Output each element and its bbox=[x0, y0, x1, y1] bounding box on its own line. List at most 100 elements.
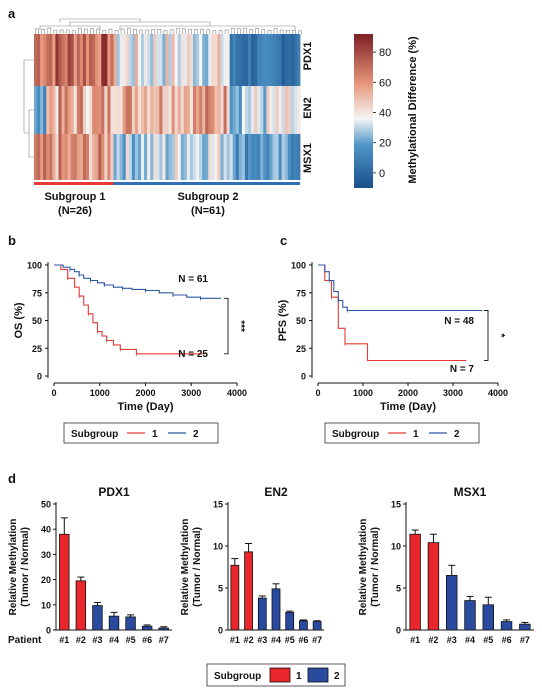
en2-y-tick-label: 10 bbox=[213, 542, 223, 552]
heatmap-cell bbox=[37, 134, 41, 180]
heatmap-cell bbox=[296, 34, 301, 86]
heatmap-cell bbox=[284, 134, 289, 180]
heatmap-cell bbox=[52, 34, 56, 86]
bar-legend-title: Subgroup bbox=[214, 671, 261, 682]
heatmap-cell bbox=[110, 134, 114, 180]
pfs-x-tick-label: 1000 bbox=[353, 388, 373, 398]
heatmap-cell bbox=[217, 34, 221, 86]
msx1-y-tick-label: 10 bbox=[391, 542, 401, 552]
os-significance-bracket bbox=[224, 297, 229, 355]
heatmap-cell bbox=[82, 34, 87, 86]
heatmap-cell bbox=[141, 34, 145, 86]
heatmap-cell bbox=[287, 86, 292, 134]
heatmap-cell bbox=[34, 34, 38, 86]
pfs-x-tick-label: 2000 bbox=[398, 388, 418, 398]
heatmap-cell bbox=[79, 34, 84, 86]
heatmap-cell bbox=[125, 134, 130, 180]
bar-legend-swatch-1 bbox=[269, 667, 291, 683]
heatmap-cell bbox=[183, 34, 188, 86]
heatmap-cell bbox=[37, 34, 41, 86]
heatmap-cell bbox=[70, 34, 75, 86]
heatmap-cell bbox=[67, 34, 72, 86]
heatmap-cell bbox=[293, 134, 298, 180]
msx1-bar-4 bbox=[464, 600, 476, 631]
heatmap-cell bbox=[73, 86, 78, 134]
heatmap-cell bbox=[248, 86, 252, 134]
heatmap-cell bbox=[254, 34, 258, 86]
heatmap-cell bbox=[134, 34, 139, 86]
pdx1-y-label: Relative Methylation bbox=[8, 519, 19, 616]
heatmap-cell bbox=[232, 86, 237, 134]
heatmap-cell bbox=[64, 86, 69, 134]
heatmap-cell bbox=[125, 86, 130, 134]
heatmap-cell bbox=[131, 86, 136, 134]
heatmap-cell bbox=[98, 134, 102, 180]
km-legend: Subgroup 1 2 bbox=[63, 422, 219, 444]
heatmap-cell bbox=[171, 134, 176, 180]
km-legend-pfs: Subgroup 1 2 bbox=[324, 422, 480, 444]
heatmap-cell bbox=[257, 86, 261, 134]
heatmap-cell bbox=[128, 34, 133, 86]
colorbar-title: Methylational Difference (%) bbox=[407, 36, 419, 184]
heatmap-cell bbox=[202, 86, 206, 134]
heatmap-cell bbox=[192, 134, 197, 180]
heatmap-cell bbox=[186, 86, 191, 134]
heatmap-cell bbox=[58, 134, 62, 180]
heatmap-cell bbox=[238, 34, 243, 86]
pdx1-category-label: #4 bbox=[109, 635, 119, 645]
heatmap-cell bbox=[46, 34, 50, 86]
msx1-y-tick-label: 15 bbox=[391, 500, 401, 510]
heatmap-cell bbox=[122, 86, 127, 134]
heatmap-cell bbox=[177, 134, 182, 180]
os-x-tick-label: 1000 bbox=[90, 388, 110, 398]
os-x-tick-label: 2000 bbox=[135, 388, 155, 398]
subgroup2-bar bbox=[113, 182, 300, 185]
km-legend-pfs-label-2: 2 bbox=[454, 429, 460, 440]
msx1-bar-1 bbox=[409, 533, 421, 631]
heatmap-cell bbox=[82, 86, 87, 134]
heatmap-cell bbox=[174, 34, 179, 86]
os-x-tick-label: 4000 bbox=[227, 388, 247, 398]
heatmap-cell bbox=[165, 134, 169, 180]
heatmap-cell bbox=[113, 86, 117, 134]
heatmap-cell bbox=[61, 134, 65, 180]
pdx1-bar-6 bbox=[141, 625, 153, 631]
colorbar-tick-label: 80 bbox=[379, 47, 391, 59]
heatmap-cell bbox=[165, 86, 169, 134]
km-legend-title: Subgroup bbox=[71, 429, 118, 440]
heatmap-cell bbox=[64, 34, 69, 86]
heatmap-cell bbox=[104, 86, 108, 134]
subgroup2-label: Subgroup 2 bbox=[177, 191, 238, 203]
heatmap-cell bbox=[275, 86, 279, 134]
os-x-tick-label: 3000 bbox=[181, 388, 201, 398]
heatmap-cell bbox=[89, 134, 93, 180]
heatmap-cell bbox=[220, 86, 224, 134]
heatmap-cell bbox=[281, 86, 286, 134]
msx1-category-label: #2 bbox=[428, 635, 438, 645]
heatmap-cell bbox=[248, 134, 252, 180]
heatmap-cell bbox=[229, 134, 234, 180]
msx1-bar-5 bbox=[482, 604, 494, 631]
heatmap-cell bbox=[232, 34, 237, 86]
heatmap-cell bbox=[131, 134, 136, 180]
heatmap-cell bbox=[189, 34, 194, 86]
heatmap-cell bbox=[92, 34, 96, 86]
heatmap-cell bbox=[46, 134, 50, 180]
pdx1-x-prefix: Patient bbox=[8, 635, 42, 646]
heatmap-cell bbox=[156, 34, 160, 86]
heatmap-cell bbox=[55, 34, 59, 86]
heatmap-cell bbox=[180, 86, 185, 134]
msx1-category-label: #6 bbox=[502, 635, 512, 645]
heatmap-cell bbox=[165, 34, 169, 86]
heatmap-cell bbox=[278, 134, 283, 180]
heatmap-cell bbox=[290, 86, 295, 134]
heatmap-cell bbox=[287, 134, 292, 180]
heatmap-cell bbox=[251, 134, 255, 180]
methylation-heatmap bbox=[34, 34, 301, 180]
heatmap-cell bbox=[180, 34, 185, 86]
heatmap-cell bbox=[211, 34, 215, 86]
heatmap-cell bbox=[76, 134, 81, 180]
heatmap-cell bbox=[134, 134, 139, 180]
heatmap-cell bbox=[293, 86, 298, 134]
pdx1-bar-5 bbox=[125, 616, 136, 631]
